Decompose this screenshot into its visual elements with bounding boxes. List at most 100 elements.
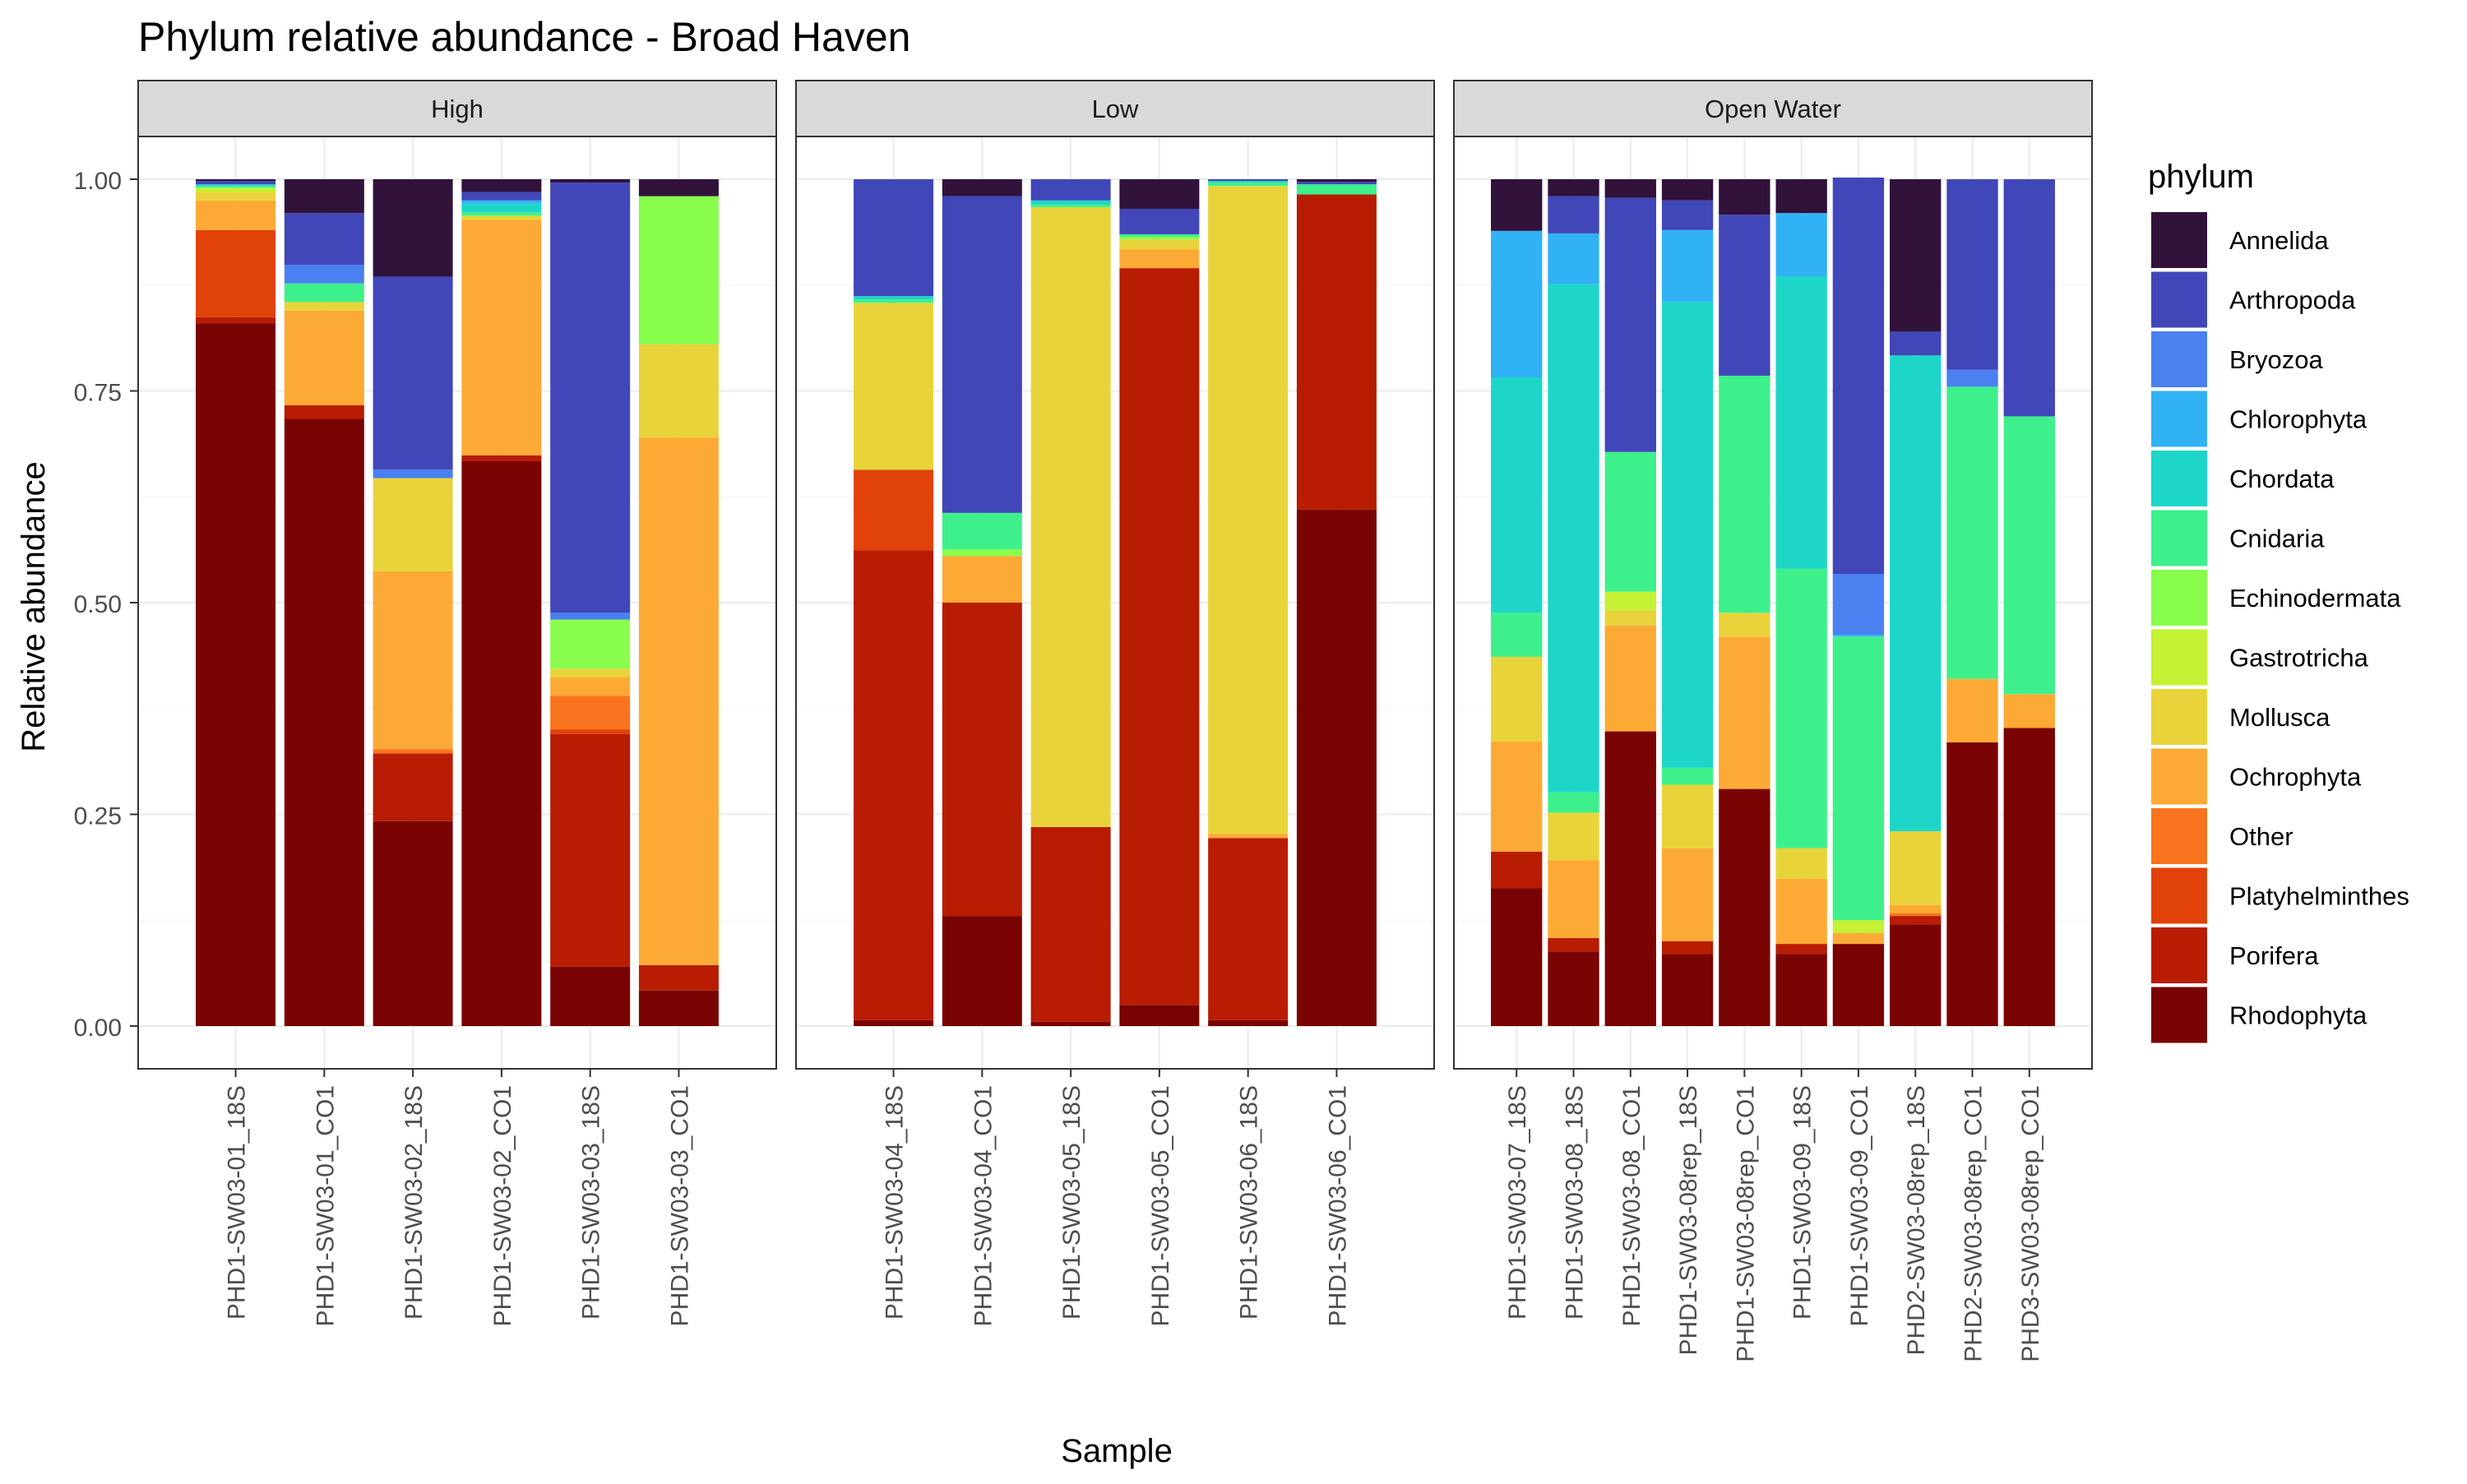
stacked-bar	[1296, 179, 1377, 1026]
bar-segment-other	[1890, 913, 1942, 917]
bar-segment-gastrotricha	[1832, 920, 1885, 933]
stacked-bar	[854, 179, 934, 1026]
bar-segment-rhodophyta	[284, 418, 364, 1026]
legend-label: Bryozoa	[2229, 345, 2323, 374]
legend: Annelida Arthropoda Bryozoa Chlorophyta Chor…	[2151, 212, 2409, 1043]
bar-segment-chordata	[1030, 200, 1111, 205]
bar-segment-annelida	[1491, 179, 1543, 231]
bar-segment-arthropoda	[196, 181, 276, 185]
bar-segment-mollusca	[854, 303, 934, 470]
y-tick-label: 0.00	[74, 1015, 122, 1042]
x-tick-label: PHD2-SW03-08rep_CO1	[1960, 1085, 1988, 1362]
stacked-bar	[461, 179, 542, 1026]
bar-segment-chlorophyta	[1661, 229, 1714, 303]
legend-label: Chlorophyta	[2229, 405, 2367, 434]
bar-segment-arthropoda	[284, 213, 364, 266]
bar-segment-mollusca	[1661, 784, 1714, 848]
bar-segment-cnidaria	[854, 299, 934, 303]
bar-segment-porifera	[942, 603, 1022, 917]
bar-segment-mollusca	[638, 344, 719, 438]
bar-segment-cnidaria	[196, 186, 276, 188]
legend-item: Chlorophyta	[2151, 391, 2367, 447]
legend-key	[2151, 331, 2207, 387]
x-tick-label: PHD1-SW03-02_18S	[400, 1085, 428, 1320]
bar-segment-chordata	[1661, 302, 1714, 768]
bar-segment-ochrophyta	[942, 556, 1022, 603]
bar-segment-annelida	[461, 179, 542, 192]
legend-label: Rhodophyta	[2229, 1001, 2367, 1030]
bar-segment-platyhelminthes	[196, 229, 276, 317]
x-tick-label: PHD2-SW03-08rep_18S	[1903, 1085, 1930, 1356]
bar-segment-ochrophyta	[2003, 694, 2055, 728]
stacked-bar	[2003, 179, 2055, 1026]
bar-segment-porifera	[854, 550, 934, 1020]
bar-segment-rhodophyta	[1946, 742, 1998, 1026]
bar-segment-annelida	[1119, 179, 1200, 210]
facet-strip	[1453, 80, 2093, 137]
bar-segment-chordata	[1208, 181, 1289, 183]
x-tick-label: PHD1-SW03-07_18S	[1504, 1085, 1531, 1320]
bar-segment-annelida	[1604, 179, 1656, 198]
chart-title: Phylum relative abundance - Broad Haven	[138, 14, 910, 60]
bar-segment-annelida	[1719, 179, 1770, 215]
x-tick-label: PHD1-SW03-06_18S	[1236, 1085, 1263, 1320]
x-tick-label: PHD1-SW03-09_CO1	[1846, 1085, 1873, 1326]
bar-segment-ochrophyta	[1119, 249, 1200, 269]
bar-segment-annelida	[1661, 179, 1714, 201]
bar-segment-rhodophyta	[1491, 888, 1543, 1026]
bar-segment-ochrophyta	[1832, 932, 1885, 945]
bar-segment-porifera	[373, 753, 453, 821]
bar-segment-rhodophyta	[1548, 951, 1599, 1026]
bar-segment-porifera	[1491, 851, 1543, 889]
x-tick-label: PHD1-SW03-01_CO1	[312, 1085, 339, 1326]
bar-segment-rhodophyta	[1775, 954, 1827, 1026]
legend-key	[2151, 987, 2207, 1043]
bar-segment-arthropoda	[550, 183, 631, 613]
bar-segment-bryozoa	[1946, 369, 1998, 387]
bar-segment-mollusca	[1119, 239, 1200, 250]
legend-label: Mollusca	[2229, 703, 2330, 732]
legend-label: Ochrophyta	[2229, 763, 2362, 792]
bar-segment-platyhelminthes	[550, 729, 631, 734]
bar-segment-arthropoda	[1119, 209, 1200, 234]
bar-segment-arthropoda	[942, 196, 1022, 513]
bar-segment-porifera	[196, 317, 276, 324]
legend-key	[2151, 510, 2207, 566]
bar-segment-mollusca	[1604, 610, 1656, 626]
legend-item: Chordata	[2151, 451, 2335, 506]
bar-segment-chlorophyta	[1832, 635, 1885, 637]
bar-segment-mollusca	[196, 192, 276, 201]
legend-label: Echinodermata	[2229, 584, 2401, 613]
legend-label: Annelida	[2229, 226, 2329, 255]
bar-segment-gastrotricha	[196, 187, 276, 192]
legend-label: Cnidaria	[2229, 525, 2325, 553]
facet-strip	[795, 80, 1435, 137]
bar-segment-cnidaria	[1775, 568, 1827, 848]
bar-segment-cnidaria	[1661, 767, 1714, 785]
bar-segment-rhodophyta	[854, 1019, 934, 1026]
legend-item: Echinodermata	[2151, 570, 2401, 626]
y-tick-label: 0.75	[74, 380, 122, 407]
legend-label: Arthropoda	[2229, 286, 2356, 315]
facet-strip-label: Low	[1092, 95, 1139, 123]
bar-segment-rhodophyta	[1604, 731, 1656, 1026]
bar-segment-mollusca	[461, 215, 542, 220]
bar-segment-annelida	[373, 179, 453, 277]
bar-segment-annelida	[1775, 179, 1827, 214]
bar-segment-porifera	[461, 455, 542, 461]
x-tick-label: PHD1-SW03-01_18S	[224, 1085, 251, 1320]
bar-segment-bryozoa	[373, 469, 453, 478]
bar-segment-arthropoda	[854, 179, 934, 297]
x-tick-label: PHD1-SW03-08_CO1	[1618, 1085, 1645, 1326]
x-tick-label: PHD1-SW03-04_18S	[882, 1085, 909, 1320]
bar-segment-porifera	[638, 964, 719, 991]
y-tick-label: 1.00	[74, 168, 122, 195]
bar-segment-ochrophyta	[1719, 636, 1770, 789]
stacked-bar	[1946, 179, 1998, 1026]
bar-segment-echinodermata	[1119, 237, 1200, 240]
legend-item: Mollusca	[2151, 689, 2330, 745]
bar-segment-mollusca	[1890, 831, 1942, 905]
legend-label: Other	[2229, 822, 2293, 851]
x-tick-label: PHD1-SW03-02_CO1	[489, 1085, 516, 1326]
